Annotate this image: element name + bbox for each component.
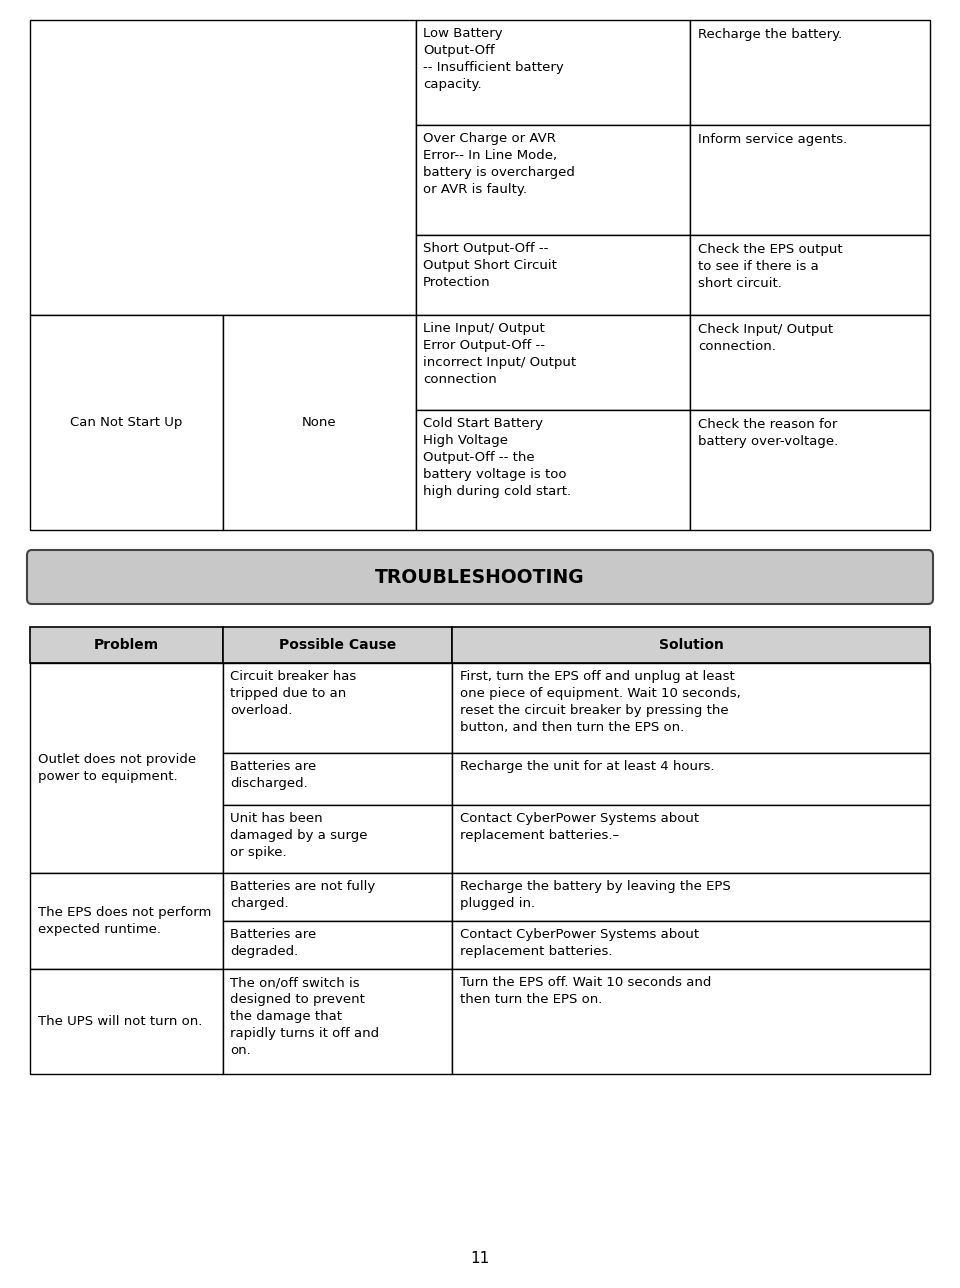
Text: Batteries are
degraded.: Batteries are degraded. [230, 927, 316, 958]
Text: Contact CyberPower Systems about
replacement batteries.: Contact CyberPower Systems about replace… [460, 927, 699, 958]
Bar [30, 873, 223, 969]
Bar [690, 234, 930, 316]
Bar [690, 316, 930, 410]
Bar [452, 969, 930, 1074]
Bar [416, 316, 690, 410]
Text: Outlet does not provide
power to equipment.: Outlet does not provide power to equipme… [38, 753, 196, 783]
Text: Batteries are not fully
charged.: Batteries are not fully charged. [230, 880, 375, 911]
Text: Circuit breaker has
tripped due to an
overload.: Circuit breaker has tripped due to an ov… [230, 670, 356, 717]
Bar [223, 663, 452, 753]
Text: Recharge the unit for at least 4 hours.: Recharge the unit for at least 4 hours. [460, 760, 714, 773]
Bar [452, 663, 930, 753]
Text: Recharge the battery.: Recharge the battery. [698, 28, 842, 41]
Bar [452, 753, 930, 805]
Text: Solution: Solution [659, 638, 724, 652]
Bar [690, 410, 930, 529]
Bar [416, 21, 690, 125]
Text: Problem: Problem [94, 638, 159, 652]
Text: The on/off switch is
designed to prevent
the damage that
rapidly turns it off an: The on/off switch is designed to prevent… [230, 976, 379, 1057]
Text: Cold Start Battery
High Voltage
Output-Off -- the
battery voltage is too
high du: Cold Start Battery High Voltage Output-O… [423, 417, 571, 498]
Bar [30, 663, 223, 873]
Text: First, turn the EPS off and unplug at least
one piece of equipment. Wait 10 seco: First, turn the EPS off and unplug at le… [460, 670, 741, 734]
Text: Can Not Start Up: Can Not Start Up [70, 416, 182, 429]
Text: Short Output-Off --
Output Short Circuit
Protection: Short Output-Off -- Output Short Circuit… [423, 242, 557, 289]
Bar [416, 234, 690, 316]
Bar [452, 873, 930, 921]
FancyBboxPatch shape [27, 550, 933, 604]
Bar [452, 921, 930, 969]
Text: Over Charge or AVR
Error-- In Line Mode,
battery is overcharged
or AVR is faulty: Over Charge or AVR Error-- In Line Mode,… [423, 131, 575, 196]
Text: Turn the EPS off. Wait 10 seconds and
then turn the EPS on.: Turn the EPS off. Wait 10 seconds and th… [460, 976, 711, 1006]
Bar [452, 627, 930, 663]
Text: Unit has been
damaged by a surge
or spike.: Unit has been damaged by a surge or spik… [230, 811, 368, 859]
Bar [416, 125, 690, 234]
Bar [223, 969, 452, 1074]
Bar [223, 627, 452, 663]
Bar [223, 805, 452, 873]
Text: Low Battery
Output-Off
-- Insufficient battery
capacity.: Low Battery Output-Off -- Insufficient b… [423, 27, 564, 91]
Bar [223, 873, 452, 921]
Bar [452, 805, 930, 873]
Text: Batteries are
discharged.: Batteries are discharged. [230, 760, 316, 790]
Bar [690, 125, 930, 234]
Text: Inform service agents.: Inform service agents. [698, 133, 848, 146]
Bar [690, 21, 930, 125]
Text: 11: 11 [470, 1251, 490, 1266]
Text: TROUBLESHOOTING: TROUBLESHOOTING [375, 568, 585, 586]
Text: Check the reason for
battery over-voltage.: Check the reason for battery over-voltag… [698, 419, 838, 448]
Text: Recharge the battery by leaving the EPS
plugged in.: Recharge the battery by leaving the EPS … [460, 880, 731, 911]
Bar [223, 921, 452, 969]
Text: Possible Cause: Possible Cause [278, 638, 396, 652]
Text: The UPS will not turn on.: The UPS will not turn on. [38, 1015, 203, 1028]
Text: Line Input/ Output
Error Output-Off --
incorrect Input/ Output
connection: Line Input/ Output Error Output-Off -- i… [423, 322, 576, 386]
Text: Contact CyberPower Systems about
replacement batteries.–: Contact CyberPower Systems about replace… [460, 811, 699, 842]
Text: The EPS does not perform
expected runtime.: The EPS does not perform expected runtim… [38, 905, 211, 936]
Bar [416, 410, 690, 529]
Bar [30, 21, 416, 316]
Text: Check the EPS output
to see if there is a
short circuit.: Check the EPS output to see if there is … [698, 243, 843, 290]
Bar [223, 316, 416, 529]
Bar [30, 316, 223, 529]
Text: Check Input/ Output
connection.: Check Input/ Output connection. [698, 323, 833, 353]
Text: None: None [302, 416, 337, 429]
Bar [223, 753, 452, 805]
Bar [30, 627, 223, 663]
Bar [30, 969, 223, 1074]
